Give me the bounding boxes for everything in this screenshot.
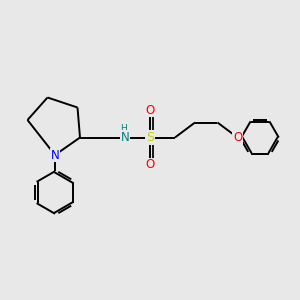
Text: S: S <box>146 131 154 144</box>
Text: H: H <box>120 124 127 133</box>
Text: N: N <box>121 131 129 144</box>
Text: O: O <box>146 158 154 172</box>
Text: O: O <box>146 103 154 116</box>
Text: N: N <box>51 148 59 161</box>
Text: O: O <box>233 131 242 144</box>
